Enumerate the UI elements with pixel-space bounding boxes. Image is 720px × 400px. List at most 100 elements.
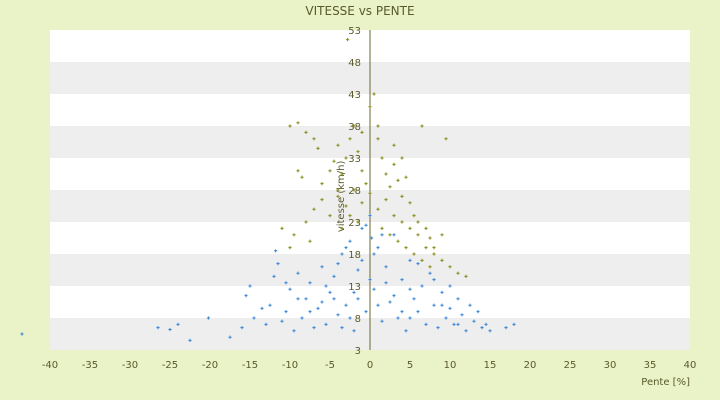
data-point: [404, 329, 408, 333]
data-point: [408, 287, 412, 291]
y-tick-label: 43: [348, 90, 361, 101]
data-point: [368, 191, 372, 195]
x-tick-label: 35: [644, 360, 657, 371]
data-point: [336, 194, 340, 198]
data-point: [176, 322, 180, 326]
x-tick-label: -20: [202, 360, 218, 371]
data-point: [360, 130, 364, 134]
data-point: [372, 252, 376, 256]
data-point: [400, 220, 404, 224]
data-point: [388, 300, 392, 304]
data-point: [408, 226, 412, 230]
data-point: [440, 290, 444, 294]
data-point: [428, 236, 432, 240]
data-point: [292, 329, 296, 333]
data-point: [352, 329, 356, 333]
data-point: [328, 290, 332, 294]
data-point: [300, 175, 304, 179]
x-tick-label: -30: [122, 360, 138, 371]
data-point: [296, 297, 300, 301]
data-point: [348, 214, 352, 218]
data-point: [456, 271, 460, 275]
data-point: [168, 327, 172, 332]
data-point: [448, 306, 452, 310]
y-tick-label: 18: [348, 250, 361, 261]
data-point: [384, 198, 388, 202]
x-tick-label: 5: [407, 360, 413, 371]
data-point: [344, 156, 348, 160]
y-tick-label: 38: [348, 122, 361, 133]
data-point: [404, 175, 408, 179]
data-point: [332, 274, 336, 278]
data-point: [388, 185, 392, 189]
data-point: [308, 310, 312, 314]
data-point: [264, 322, 268, 326]
data-point: [364, 310, 368, 314]
data-point: [464, 329, 468, 333]
data-point: [352, 124, 356, 128]
data-point: [380, 319, 384, 323]
data-point: [420, 124, 424, 128]
data-point: [392, 143, 396, 147]
data-point: [368, 214, 372, 218]
x-axis-title: Pente [%]: [641, 377, 690, 388]
data-point: [188, 338, 192, 342]
data-point: [444, 316, 448, 320]
data-point: [376, 124, 380, 128]
data-point: [488, 329, 492, 333]
data-point: [364, 182, 368, 186]
chart-title: VITESSE vs PENTE: [305, 4, 414, 18]
data-point: [324, 284, 328, 288]
x-tick-label: -5: [325, 360, 335, 371]
data-point: [432, 278, 436, 282]
data-point: [304, 297, 308, 301]
y-tick-label: 13: [348, 282, 361, 293]
data-point: [336, 262, 340, 266]
data-point: [416, 262, 420, 266]
data-point: [360, 258, 364, 262]
data-point: [416, 233, 420, 237]
data-point: [392, 233, 396, 237]
data-point: [268, 303, 272, 307]
data-point: [340, 226, 344, 230]
data-point: [360, 201, 364, 205]
data-point: [280, 319, 284, 323]
y-tick-label: 3: [355, 346, 361, 357]
data-point: [412, 214, 416, 218]
data-point: [380, 156, 384, 160]
data-point: [272, 274, 276, 278]
data-point: [300, 316, 304, 320]
data-point: [464, 274, 468, 278]
x-tick-label: -10: [282, 360, 298, 371]
data-point: [368, 105, 372, 109]
data-point: [340, 326, 344, 330]
data-point: [206, 316, 210, 320]
data-point: [292, 233, 296, 237]
data-point: [156, 326, 160, 330]
data-point: [424, 226, 428, 230]
data-point: [312, 137, 316, 141]
data-point: [400, 156, 404, 160]
data-point: [312, 207, 316, 211]
data-point: [400, 310, 404, 314]
data-point: [356, 220, 360, 224]
data-point: [408, 201, 412, 205]
y-tick-label: 23: [348, 218, 361, 229]
data-point: [370, 236, 374, 240]
data-point: [400, 194, 404, 198]
data-point: [320, 300, 324, 304]
data-point: [412, 252, 416, 256]
x-tick-label: 20: [524, 360, 537, 371]
data-point: [504, 326, 508, 330]
x-tick-label: 40: [684, 360, 697, 371]
data-point: [424, 246, 428, 250]
data-point: [416, 220, 420, 224]
data-point: [356, 150, 360, 154]
data-point: [392, 162, 396, 166]
data-point: [312, 326, 316, 330]
data-point: [296, 121, 300, 125]
y-tick-label: 53: [348, 26, 361, 37]
y-axis-title: vitesse (km/h): [336, 161, 347, 233]
data-point: [336, 188, 340, 192]
